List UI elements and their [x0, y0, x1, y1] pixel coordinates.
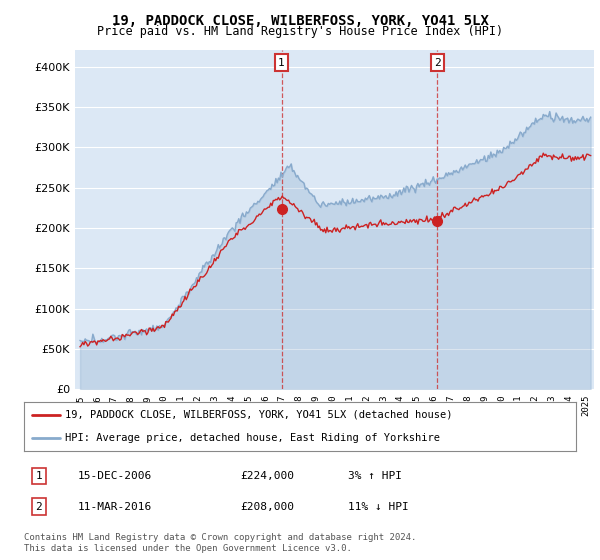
Text: HPI: Average price, detached house, East Riding of Yorkshire: HPI: Average price, detached house, East… — [65, 433, 440, 444]
Text: 11% ↓ HPI: 11% ↓ HPI — [348, 502, 409, 512]
Text: 19, PADDOCK CLOSE, WILBERFOSS, YORK, YO41 5LX: 19, PADDOCK CLOSE, WILBERFOSS, YORK, YO4… — [112, 14, 488, 28]
Text: Price paid vs. HM Land Registry's House Price Index (HPI): Price paid vs. HM Land Registry's House … — [97, 25, 503, 38]
Text: 19, PADDOCK CLOSE, WILBERFOSS, YORK, YO41 5LX (detached house): 19, PADDOCK CLOSE, WILBERFOSS, YORK, YO4… — [65, 410, 453, 420]
Text: 1: 1 — [35, 471, 43, 481]
Text: 11-MAR-2016: 11-MAR-2016 — [78, 502, 152, 512]
Text: Contains HM Land Registry data © Crown copyright and database right 2024.
This d: Contains HM Land Registry data © Crown c… — [24, 533, 416, 553]
Text: 2: 2 — [434, 58, 440, 68]
Text: 15-DEC-2006: 15-DEC-2006 — [78, 471, 152, 481]
Text: 2: 2 — [35, 502, 43, 512]
Text: £224,000: £224,000 — [240, 471, 294, 481]
Text: 3% ↑ HPI: 3% ↑ HPI — [348, 471, 402, 481]
Text: 1: 1 — [278, 58, 285, 68]
Text: £208,000: £208,000 — [240, 502, 294, 512]
